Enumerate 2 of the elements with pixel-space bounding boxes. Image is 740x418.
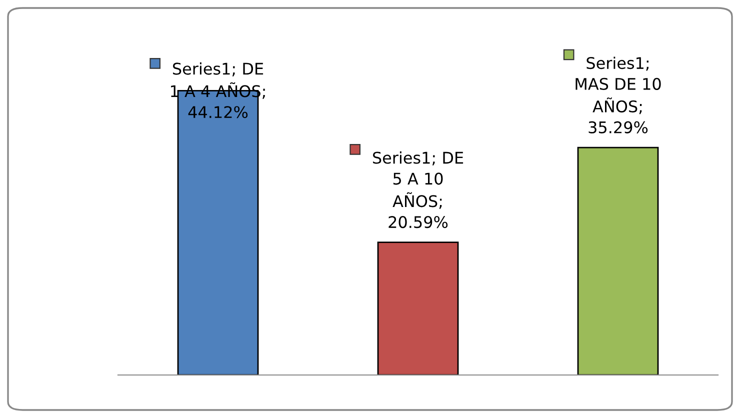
- data-label: Series1; DE 5 A 10 AÑOS; 20.59%: [372, 151, 464, 228]
- data-label: Series1; MAS DE 10 AÑOS; 35.29%: [576, 56, 661, 134]
